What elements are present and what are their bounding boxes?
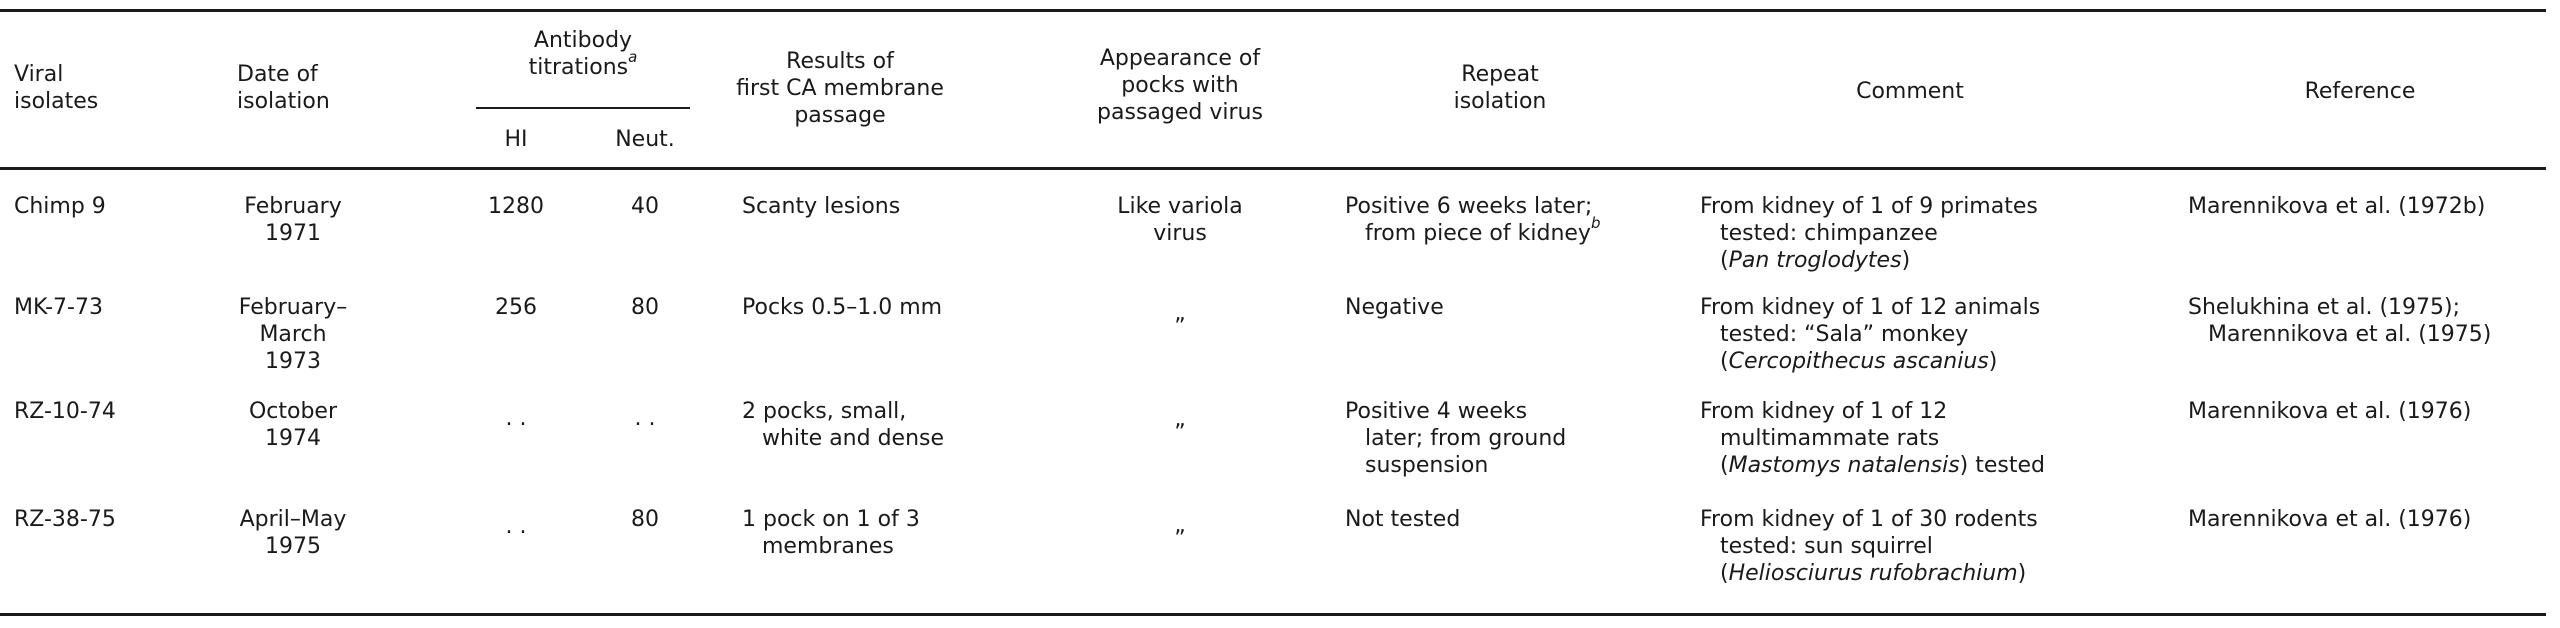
table-row-mk773-hi: 256 xyxy=(495,295,537,320)
table-row-rz1074-pocks: „ xyxy=(1174,407,1186,432)
table-top-rule xyxy=(0,9,2546,12)
table-row-rz3875-isolate: RZ-38-75 xyxy=(14,507,116,532)
table-row-rz3875-repeat: Not tested xyxy=(1345,507,1461,532)
header-bottom-rule xyxy=(0,167,2546,170)
header-reference: Reference xyxy=(2304,79,2416,104)
table-row-chimp9-repeat: Positive 6 weeks later; from piece of ki… xyxy=(1345,194,1601,246)
header-pocks: Appearance of pocks with passaged virus xyxy=(1097,46,1263,125)
table-row-rz3875-reference: Marennikova et al. (1976) xyxy=(2188,507,2472,532)
table-row-rz1074-hi: . . xyxy=(505,406,527,431)
table-row-chimp9-reference: Marennikova et al. (1972b) xyxy=(2188,194,2486,219)
table-row-rz3875-neut: 80 xyxy=(631,507,659,532)
table-row-mk773-reference: Shelukhina et al. (1975); Marennikova et… xyxy=(2188,295,2492,347)
header-hi: HI xyxy=(504,127,528,152)
table-row-rz3875-date: April–May 1975 xyxy=(239,507,347,559)
table-row-mk773-result: Pocks 0.5–1.0 mm xyxy=(742,295,943,320)
table-row-chimp9-pocks: Like variola virus xyxy=(1117,194,1243,246)
table-row-chimp9-comment: From kidney of 1 of 9 primates tested: c… xyxy=(1700,194,2038,273)
table-row-rz3875-pocks: „ xyxy=(1174,513,1186,538)
table-row-chimp9-date: February 1971 xyxy=(244,194,342,246)
header-date: Date of isolation xyxy=(237,62,330,114)
table-row-rz3875-comment: From kidney of 1 of 30 rodents tested: s… xyxy=(1700,507,2038,586)
table-row-chimp9-result: Scanty lesions xyxy=(742,194,901,219)
table-row-chimp9-isolate: Chimp 9 xyxy=(14,194,106,219)
antibody-subheader-rule xyxy=(476,107,690,109)
table-row-mk773-comment: From kidney of 1 of 12 animals tested: “… xyxy=(1700,295,2041,374)
header-comment: Comment xyxy=(1856,79,1964,104)
table-bottom-rule xyxy=(0,613,2546,616)
table-row-rz1074-isolate: RZ-10-74 xyxy=(14,399,116,424)
table-row-mk773-pocks: „ xyxy=(1174,301,1186,326)
table-row-chimp9-hi: 1280 xyxy=(488,194,544,219)
table-row-rz3875-result: 1 pock on 1 of 3 membranes xyxy=(742,507,920,559)
table-row-mk773-isolate: MK-7-73 xyxy=(14,295,103,320)
table-row-rz1074-repeat: Positive 4 weeks later; from ground susp… xyxy=(1345,399,1567,478)
table-row-rz1074-result: 2 pocks, small, white and dense xyxy=(742,399,945,451)
header-antibody: Antibody titrationsa xyxy=(528,28,638,80)
table-row-rz1074-reference: Marennikova et al. (1976) xyxy=(2188,399,2472,424)
table-row-rz3875-hi: . . xyxy=(505,514,527,539)
header-viral-isolates: Viral isolates xyxy=(14,62,99,114)
table-row-mk773-date: February– March 1973 xyxy=(238,295,348,374)
header-neut: Neut. xyxy=(615,127,675,152)
table-row-chimp9-neut: 40 xyxy=(631,194,659,219)
table-row-rz1074-date: October 1974 xyxy=(248,399,338,451)
table-row-mk773-neut: 80 xyxy=(631,295,659,320)
table-row-mk773-repeat: Negative xyxy=(1345,295,1444,320)
table-row-rz1074-neut: . . xyxy=(634,406,656,431)
header-results: Results of first CA membrane passage xyxy=(736,49,944,128)
header-repeat: Repeat isolation xyxy=(1453,62,1547,114)
table-row-rz1074-comment: From kidney of 1 of 12 multimammate rats… xyxy=(1700,399,2045,478)
